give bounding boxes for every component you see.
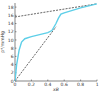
y-tick-label: 12 xyxy=(8,29,14,34)
series-line xyxy=(15,4,97,81)
y-tick-label: 4 xyxy=(11,62,14,67)
y-tick-label: 8 xyxy=(11,46,14,51)
y-tick xyxy=(15,39,17,40)
chart: 02468101214161800.20.40.60.81xBp*/mmHg xyxy=(0,0,100,91)
y-tick-label: 16 xyxy=(8,13,14,18)
x-tick-label: 0.2 xyxy=(28,82,35,87)
x-tick-label: 1 xyxy=(96,82,99,87)
y-tick xyxy=(15,15,17,16)
x-tick xyxy=(47,80,48,82)
y-axis-label: p*/mmHg xyxy=(0,31,5,53)
y-tick-label: 10 xyxy=(8,38,14,43)
y-tick xyxy=(15,48,17,49)
series-line xyxy=(15,4,97,17)
y-tick xyxy=(15,31,17,32)
y-axis xyxy=(15,3,16,81)
x-tick xyxy=(64,80,65,82)
y-tick-label: 2 xyxy=(11,70,14,75)
x-tick xyxy=(97,80,98,82)
y-tick xyxy=(15,56,17,57)
x-tick-label: 0.4 xyxy=(44,82,51,87)
y-tick-label: 6 xyxy=(11,54,14,59)
x-tick xyxy=(31,80,32,82)
x-tick-label: 0.6 xyxy=(61,82,68,87)
y-tick-label: 18 xyxy=(8,5,14,10)
x-axis-label: xB xyxy=(52,87,59,91)
y-tick-label: 14 xyxy=(8,21,14,26)
plot-area xyxy=(15,4,97,81)
x-tick-label: 0 xyxy=(14,82,17,87)
x-tick-label: 0.8 xyxy=(77,82,84,87)
y-tick xyxy=(15,7,17,8)
x-tick xyxy=(80,80,81,82)
y-tick xyxy=(15,23,17,24)
